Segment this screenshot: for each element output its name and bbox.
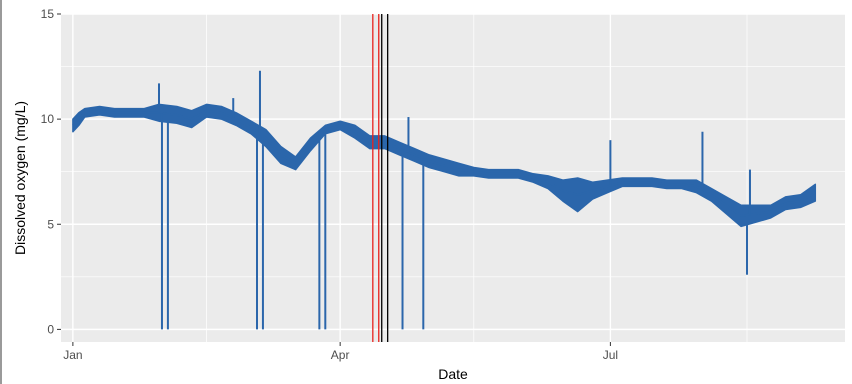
y-axis-title: Dissolved oxygen (mg/L) <box>12 101 28 255</box>
x-axis: Jan Apr Jul <box>63 342 618 362</box>
y-tick-label: 0 <box>47 322 54 336</box>
data-series <box>72 70 817 330</box>
x-tick-label: Apr <box>331 348 350 362</box>
x-tick-label: Jan <box>63 348 82 362</box>
y-axis: 0 5 10 15 <box>41 7 61 336</box>
y-tick-label: 15 <box>41 7 55 21</box>
x-axis-title: Date <box>438 366 468 382</box>
reference-lines <box>372 14 389 342</box>
y-tick-label: 10 <box>41 112 55 126</box>
series-line <box>72 109 816 217</box>
plot-panel <box>61 14 845 342</box>
x-tick-label: Jul <box>603 348 618 362</box>
y-tick-label: 5 <box>47 217 54 231</box>
